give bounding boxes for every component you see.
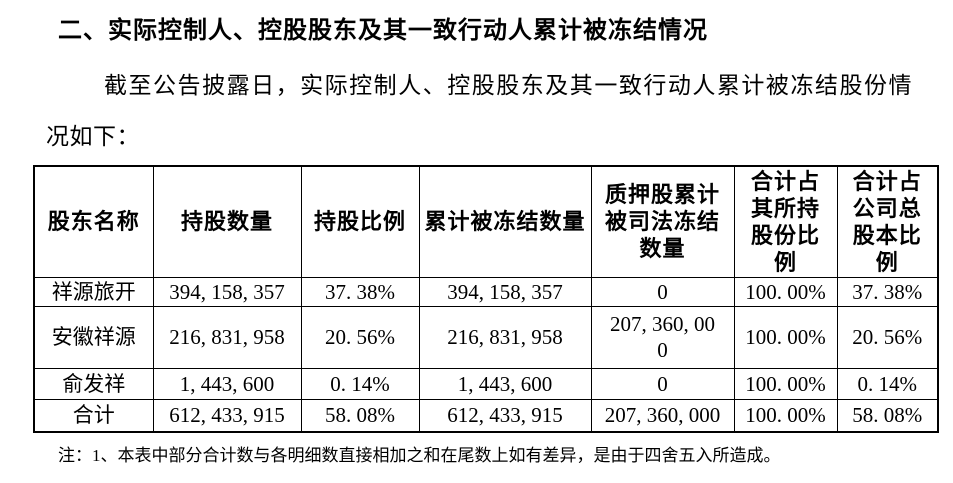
cell-cumulative-frozen: 1, 443, 600 [418,367,592,400]
cell-pct-of-total-capital: 58. 08% [836,398,939,433]
cell-pledged-judicially-frozen: 207, 360, 00 0 [590,305,735,369]
cell-shareholding-ratio: 0. 14% [300,367,420,400]
cell-pledged-judicially-frozen: 207, 360, 000 [590,398,735,433]
cell-cumulative-frozen: 216, 831, 958 [418,305,592,369]
cell-shares-held: 394, 158, 357 [152,276,302,307]
cell-shareholder-name: 安徽祥源 [33,305,154,369]
cell-pledged-judicially-frozen: 0 [590,276,735,307]
intro-paragraph-line1: 截至公告披露日，实际控制人、控股股东及其一致行动人累计被冻结股份情 [104,73,912,98]
cell-shareholding-ratio: 37. 38% [300,276,420,307]
cell-pct-of-total-capital: 0. 14% [836,367,939,400]
col-header-pct-of-total-capital: 合计占 公司总 股本比 例 [836,165,939,278]
col-header-shares-held: 持股数量 [152,165,302,278]
footnote: 注：1、本表中部分合计数与各明细数直接相加之和在尾数上如有差异，是由于四舍五入所… [58,446,781,465]
table-row-total: 合计 612, 433, 915 58. 08% 612, 433, 915 2… [33,398,939,433]
cell-shareholding-ratio: 20. 56% [300,305,420,369]
cell-pct-of-own-holding: 100. 00% [733,398,838,433]
cell-pct-of-total-capital: 37. 38% [836,276,939,307]
cell-shareholding-ratio: 58. 08% [300,398,420,433]
table-row: 祥源旅开 394, 158, 357 37. 38% 394, 158, 357… [33,276,939,307]
table-row: 俞发祥 1, 443, 600 0. 14% 1, 443, 600 0 100… [33,367,939,400]
col-header-shareholding-ratio: 持股比例 [300,165,420,278]
cell-shareholder-name: 合计 [33,398,154,433]
cell-pct-of-own-holding: 100. 00% [733,367,838,400]
section-heading: 二、实际控制人、控股股东及其一致行动人累计被冻结情况 [58,17,708,44]
cell-pct-of-own-holding: 100. 00% [733,305,838,369]
cell-shareholder-name: 祥源旅开 [33,276,154,307]
col-header-pct-of-own-holding: 合计占 其所持 股份比 例 [733,165,838,278]
table-header-row: 股东名称 持股数量 持股比例 累计被冻结数量 质押股累计 被司法冻结 数量 合计… [33,165,939,278]
col-header-pledged-judicially-frozen: 质押股累计 被司法冻结 数量 [590,165,735,278]
cell-shares-held: 1, 443, 600 [152,367,302,400]
cell-shareholder-name: 俞发祥 [33,367,154,400]
table-row: 安徽祥源 216, 831, 958 20. 56% 216, 831, 958… [33,305,939,369]
cell-cumulative-frozen: 394, 158, 357 [418,276,592,307]
cell-shares-held: 216, 831, 958 [152,305,302,369]
cell-pct-of-own-holding: 100. 00% [733,276,838,307]
cell-cumulative-frozen: 612, 433, 915 [418,398,592,433]
col-header-cumulative-frozen: 累计被冻结数量 [418,165,592,278]
cell-pledged-judicially-frozen: 0 [590,367,735,400]
col-header-shareholder-name: 股东名称 [33,165,154,278]
cell-pct-of-total-capital: 20. 56% [836,305,939,369]
cell-shares-held: 612, 433, 915 [152,398,302,433]
frozen-shares-table: 股东名称 持股数量 持股比例 累计被冻结数量 质押股累计 被司法冻结 数量 合计… [33,165,939,433]
intro-paragraph-line2: 况如下： [46,124,140,149]
